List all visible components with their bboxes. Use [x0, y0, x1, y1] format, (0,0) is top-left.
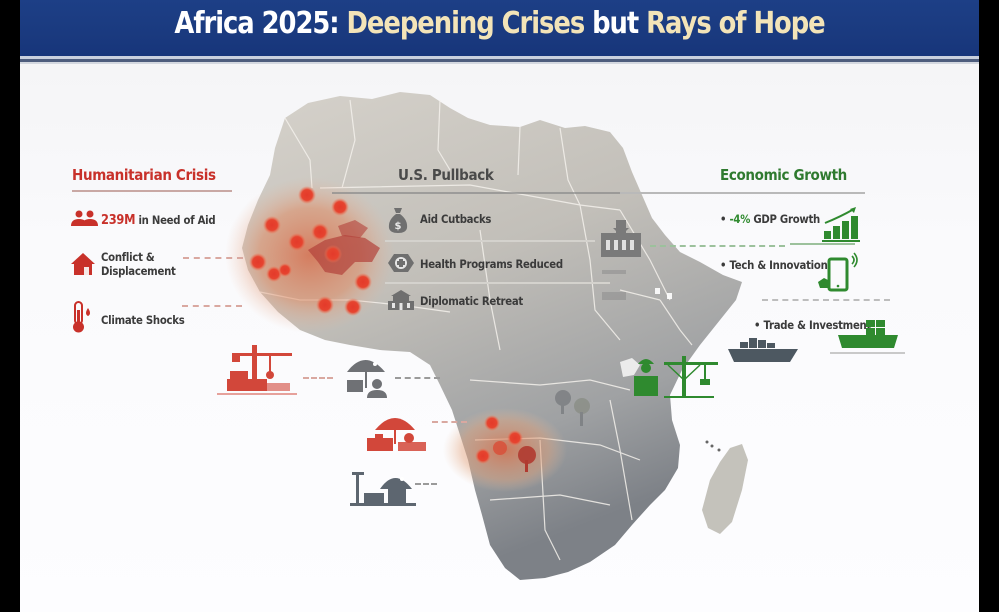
economic-growth-heading: Economic Growth	[720, 166, 847, 184]
umbrella-relief-icon	[367, 418, 426, 451]
sahel-conflict-zone	[308, 235, 380, 275]
bullet: •	[754, 318, 761, 332]
divider	[790, 243, 855, 245]
conflict-displacement-label: Conflict & Displacement	[101, 250, 176, 278]
bullet: •	[720, 258, 727, 272]
house-icon	[71, 253, 95, 275]
crisis-hotspots-central	[475, 415, 536, 472]
tech-innovation-text: Tech & Innovation	[729, 258, 828, 272]
cargo-ship-icon	[838, 320, 898, 348]
smartphone-icon	[818, 252, 858, 292]
conflict-line-2: Displacement	[101, 264, 176, 278]
connector-dash	[432, 421, 467, 423]
title-part-3: but	[584, 6, 647, 41]
money-bag-icon: $	[388, 208, 408, 233]
aid-cutbacks-label: Aid Cutbacks	[420, 212, 492, 226]
trade-investment-label: • Trade & Investment	[754, 318, 871, 332]
health-cross-icon	[388, 254, 414, 272]
title-divider-dark	[20, 59, 979, 62]
gdp-growth-value: -4%	[729, 212, 751, 226]
humanitarian-heading-underline	[72, 190, 232, 192]
gdp-growth-stat: • -4% GDP Growth	[720, 212, 820, 226]
worker-port-icon	[634, 356, 718, 398]
humanitarian-crisis-heading: Humanitarian Crisis	[72, 166, 216, 184]
climate-shocks-label: Climate Shocks	[101, 313, 185, 327]
crisis-hotspots-west	[249, 186, 372, 316]
connector-dash	[183, 257, 243, 259]
bar-chart-icon	[822, 207, 860, 242]
connector-dash	[415, 483, 437, 485]
title-bar: Africa 2025: Deepening Crises but Rays o…	[20, 0, 979, 56]
connector-dash	[303, 377, 333, 379]
tech-innovation-label: • Tech & Innovation	[720, 258, 828, 272]
pullback-heading-underline	[332, 192, 622, 194]
people-in-need-label: in Need of Aid	[135, 213, 216, 227]
mining-icon	[350, 472, 416, 506]
title-divider	[20, 56, 979, 59]
title-part-1: Africa 2025:	[174, 6, 347, 41]
connector-dash	[762, 299, 890, 301]
west-africa-heat-zone	[225, 177, 395, 333]
title-divider-light	[20, 62, 979, 64]
title-part-4: Rays of Hope	[646, 6, 826, 41]
connector-dash	[395, 377, 440, 379]
trade-investment-text: Trade & Investment	[763, 318, 872, 332]
connector-dash	[182, 305, 242, 307]
health-programs-reduced-label: Health Programs Reduced	[420, 257, 563, 271]
divider	[385, 282, 610, 284]
divider	[830, 352, 905, 354]
people-icon	[71, 210, 98, 226]
thermometer-icon	[73, 301, 90, 333]
title-part-2: Deepening Crises	[346, 6, 586, 41]
gdp-growth-label: GDP Growth	[750, 212, 821, 226]
bullet: •	[720, 212, 727, 226]
cargo-ship-gray-icon	[728, 338, 798, 362]
africa-map	[225, 92, 748, 580]
tree-icons	[555, 390, 590, 426]
us-pullback-heading: U.S. Pullback	[398, 166, 494, 184]
embassy-icon	[388, 290, 414, 310]
diplomatic-retreat-label: Diplomatic Retreat	[420, 294, 524, 308]
port-crane-icon	[217, 345, 297, 395]
svg-text:$: $	[395, 221, 402, 232]
hospital-closed-icon	[601, 220, 641, 257]
page-title: Africa 2025: Deepening Crises but Rays o…	[87, 6, 912, 41]
people-in-need-value: 239M	[101, 213, 136, 228]
infographic-slide: Africa 2025: Deepening Crises but Rays o…	[20, 0, 979, 612]
people-in-need-stat: 239M in Need of Aid	[101, 213, 216, 228]
divider	[385, 240, 595, 242]
madagascar	[702, 444, 748, 534]
umbrella-aid-icon	[347, 360, 387, 398]
economic-heading-underline	[620, 192, 865, 194]
connector-dash	[650, 245, 785, 247]
conflict-line-1: Conflict &	[101, 250, 155, 264]
